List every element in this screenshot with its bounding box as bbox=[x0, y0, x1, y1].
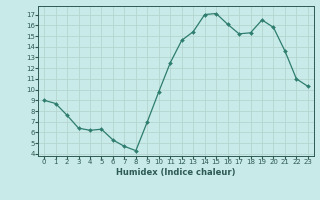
X-axis label: Humidex (Indice chaleur): Humidex (Indice chaleur) bbox=[116, 168, 236, 177]
